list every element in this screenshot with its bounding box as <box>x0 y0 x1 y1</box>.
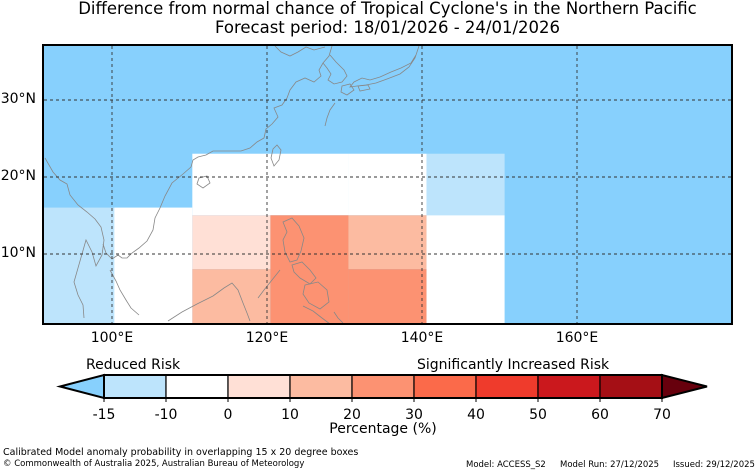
coastline-palawan <box>257 269 281 299</box>
coastline-japan-kyushu <box>340 83 355 96</box>
footer-model-run: Model Run: 27/12/2025 <box>560 460 660 470</box>
colorbar-segment-8 <box>599 374 663 399</box>
anomaly-box-2 <box>426 153 505 216</box>
coastlines <box>44 45 420 325</box>
coastline-taiwan <box>270 144 282 167</box>
colorbar-tick-label: 40 <box>467 407 485 423</box>
colorbar-tick-label: 70 <box>653 407 671 423</box>
footer-copyright: © Commonwealth of Australia 2025, Austra… <box>3 459 305 469</box>
anomaly-box-6 <box>192 269 271 323</box>
map-frame <box>42 44 733 325</box>
colorbar-segment-1 <box>165 374 229 399</box>
lon-label-140e: 140°E <box>400 330 444 346</box>
anomaly-box-5 <box>192 215 271 270</box>
colorbar-tick-label: 20 <box>343 407 361 423</box>
anomaly-box-9 <box>348 269 427 323</box>
coastline-indochina <box>44 157 105 319</box>
footer-note: Calibrated Model anomaly probability in … <box>3 447 359 458</box>
colorbar-extend-high <box>661 373 708 400</box>
coastline-sulawesi <box>302 305 331 325</box>
colorbar-segment-6 <box>475 374 539 399</box>
anomaly-boxes <box>44 46 731 323</box>
increased-risk-label: Significantly Increased Risk <box>417 357 610 373</box>
footer-issued: Issued: 29/12/2025 <box>673 460 755 470</box>
coastline-vietnam <box>102 166 192 260</box>
anomaly-box-8 <box>348 215 427 270</box>
lat-label-20n: 20°N <box>0 168 36 184</box>
reduced-risk-label: Reduced Risk <box>86 357 181 373</box>
colorbar-tick-label: -10 <box>154 407 178 423</box>
coastline-visayas <box>291 261 317 285</box>
coastline-malay <box>109 269 140 316</box>
coastline-japan-honshu <box>349 45 420 88</box>
lat-label-30n: 30°N <box>0 91 36 107</box>
colorbar-segment-4 <box>351 374 415 399</box>
map-title: Difference from normal chance of Tropica… <box>78 0 697 18</box>
colorbar-segment-2 <box>227 374 291 399</box>
colorbar-tick-label: 60 <box>591 407 609 423</box>
coastline-borneo <box>167 282 251 322</box>
footer-model: Model: ACCESS_S2 <box>466 460 546 470</box>
coastline-japan-shikoku <box>357 84 371 92</box>
colorbar-tick-label: 30 <box>405 407 423 423</box>
coastline-halmahera <box>333 311 344 324</box>
colorbar-tick-label: 0 <box>223 407 233 423</box>
anomaly-box-10 <box>426 215 505 323</box>
coastline-korea <box>322 54 348 85</box>
colorbar-tick-label: -15 <box>92 407 116 423</box>
colorbar-extend-low <box>56 373 105 400</box>
lon-label-160e: 160°E <box>555 330 599 346</box>
colorbar-tick-label: 10 <box>281 407 299 423</box>
colorbar-segment-5 <box>413 374 477 399</box>
forecast-period: Forecast period: 18/01/2026 - 24/01/2026 <box>214 18 561 37</box>
gridlines <box>44 46 731 323</box>
anomaly-box-0 <box>192 153 349 216</box>
anomaly-box-1 <box>348 153 427 216</box>
coastline-luzon <box>282 217 305 263</box>
colorbar-segment-3 <box>289 374 353 399</box>
colorbar-label: Percentage (%) <box>329 421 437 437</box>
colorbar-segment-0 <box>103 374 167 399</box>
lat-label-10n: 10°N <box>0 245 36 261</box>
colorbar-tick-label: 50 <box>529 407 547 423</box>
coastline-ryukyu <box>324 102 336 127</box>
colorbar <box>56 373 708 400</box>
coastline-hainan <box>196 175 211 189</box>
lon-label-120e: 120°E <box>245 330 289 346</box>
coastline-mindanao <box>302 281 330 310</box>
lon-label-100e: 100°E <box>90 330 134 346</box>
colorbar-outline <box>103 374 663 399</box>
anomaly-box-4 <box>114 207 193 323</box>
colorbar-segment-7 <box>537 374 601 399</box>
coastline-china <box>190 45 333 168</box>
coastline-china-north <box>274 45 326 57</box>
